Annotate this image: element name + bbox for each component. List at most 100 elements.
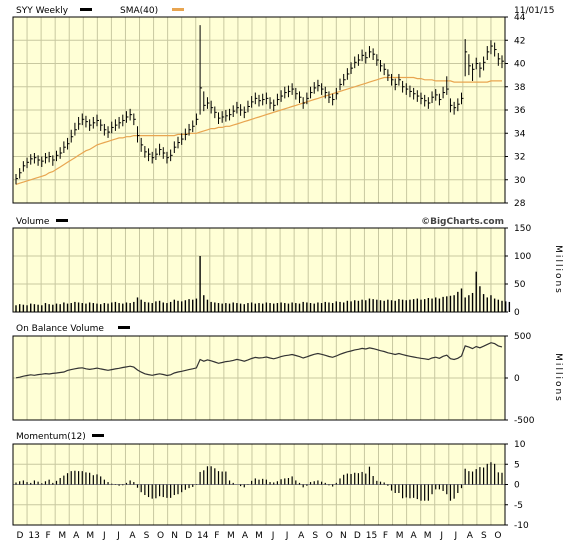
price-bar (70, 129, 74, 143)
price-bar (354, 56, 357, 69)
price-bar (122, 114, 125, 127)
sma-legend-swatch (172, 8, 184, 11)
x-axis-label: J (271, 531, 275, 541)
obv-legend-swatch (118, 326, 130, 329)
y-tick-label: 100 (514, 252, 531, 262)
price-bar (361, 49, 365, 62)
x-axis-label: 14 (197, 531, 209, 541)
price-bar (22, 161, 26, 172)
price-bar (52, 155, 55, 166)
price-bar (74, 122, 77, 136)
price-bar (195, 113, 199, 126)
x-axis-label: S (144, 531, 150, 541)
x-axis-label: M (86, 531, 94, 541)
price-bar (446, 76, 449, 95)
price-bar (85, 115, 88, 128)
price-bar (111, 121, 114, 134)
obv-panel: On Balance Volume -500 0 500 Millions (12, 324, 563, 426)
price-bar (457, 98, 460, 112)
y-tick-label: 500 (514, 332, 531, 342)
price-bar (391, 73, 394, 86)
price-bar (107, 126, 111, 138)
y-tick-label: 38 (514, 83, 526, 93)
price-bar (332, 93, 335, 106)
price-bar (295, 87, 298, 100)
price-bar (483, 56, 486, 71)
price-bar (206, 97, 210, 109)
x-axis-label: A (411, 531, 418, 541)
price-bar (229, 108, 232, 121)
price-bar (335, 87, 339, 100)
price-bar (63, 141, 66, 154)
x-axis-label: F (383, 531, 388, 541)
x-axis-label: D (354, 531, 361, 541)
price-bar (402, 80, 405, 93)
price-bar (475, 57, 479, 70)
price-bar (328, 91, 331, 104)
price-bar (114, 119, 118, 131)
price-bar (48, 151, 52, 163)
price-bar (284, 86, 287, 99)
price-bar (166, 151, 169, 164)
x-axis-label: M (58, 531, 66, 541)
price-bar (203, 91, 206, 112)
price-bar (67, 137, 70, 150)
volume-legend-swatch (56, 219, 68, 222)
price-bar (96, 114, 99, 127)
price-bar (125, 111, 129, 123)
x-axis-label: N (171, 531, 178, 541)
x-axis-label: N (340, 531, 347, 541)
x-axis-label: O (157, 531, 164, 541)
price-bar (262, 93, 265, 106)
price-bar (287, 85, 291, 98)
price-bar (251, 96, 254, 108)
price-bar (368, 46, 372, 58)
x-axis-label: A (298, 531, 305, 541)
price-bar (15, 173, 18, 185)
y-tick-label: 0 (514, 481, 520, 491)
price-bar (177, 136, 180, 149)
x-axis-label: M (424, 531, 432, 541)
price-bar (254, 92, 258, 105)
price-bar (221, 111, 225, 123)
y-tick-label: 5 (514, 460, 520, 470)
x-axis-label: M (396, 531, 404, 541)
price-bar (438, 93, 442, 106)
ticker-legend-swatch (80, 8, 92, 11)
price-bar (424, 94, 427, 107)
obv-title: On Balance Volume (16, 324, 104, 334)
price-bar (486, 46, 490, 61)
price-bar (313, 82, 317, 94)
price-bar (409, 85, 412, 98)
price-bar (44, 153, 48, 164)
y-tick-label: 36 (514, 106, 526, 116)
price-bar (357, 54, 361, 66)
y-tick-label: -10 (514, 521, 529, 531)
volume-y-ticks: 0 50 100 150 (505, 224, 531, 318)
price-bar (225, 110, 228, 122)
x-axis-label: A (242, 531, 249, 541)
price-bar (464, 39, 468, 77)
price-bar (19, 168, 22, 179)
price-bar (398, 73, 401, 86)
price-bar (427, 97, 431, 109)
y-tick-label: -500 (514, 416, 535, 426)
ticker-label: SYY Weekly (16, 6, 69, 16)
volume-y-axis-label: Millions (553, 245, 563, 295)
price-bar (376, 54, 379, 66)
price-bar (306, 92, 309, 105)
price-bar (26, 157, 30, 169)
price-bar (442, 86, 446, 99)
momentum-panel: Momentum(12) -10 -5 0 5 10 (12, 432, 529, 531)
y-tick-label: 44 (514, 13, 526, 23)
x-axis-label: O (494, 531, 501, 541)
price-bar (435, 89, 438, 101)
x-axis-label: D (185, 531, 192, 541)
x-axis-label: 13 (28, 531, 39, 541)
price-bar (461, 92, 464, 105)
price-bar (81, 113, 85, 126)
price-bar (265, 92, 269, 105)
price-bars (15, 25, 504, 185)
price-bar (324, 86, 328, 99)
